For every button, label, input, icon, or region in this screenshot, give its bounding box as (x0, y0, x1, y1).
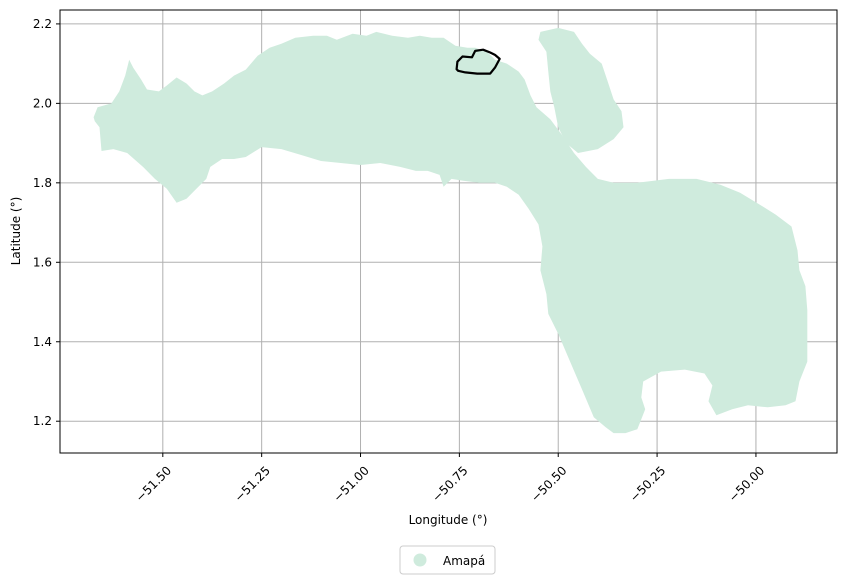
amapa-mainland-shape (93, 31, 808, 434)
y-tick-label-2: 1.6 (33, 255, 52, 269)
legend-swatch (413, 553, 427, 567)
y-tick-label-4: 2.0 (33, 96, 52, 110)
y-tick-label-0: 1.2 (33, 414, 52, 428)
y-axis-ticks: 1.2 1.4 1.6 1.8 2.0 2.2 (33, 17, 60, 428)
amapa-island-shape (538, 27, 624, 153)
highlighted-area-outline (455, 48, 501, 75)
y-tick-label-1: 1.4 (33, 335, 52, 349)
y-tick-label-5: 2.2 (33, 17, 52, 31)
x-axis-label: Longitude (°) (409, 513, 488, 527)
legend-label: Amapá (443, 554, 485, 568)
y-tick-label-3: 1.8 (33, 176, 52, 190)
amapa-region (93, 27, 808, 434)
y-axis-label: Latitude (°) (9, 197, 23, 266)
legend-box (399, 545, 496, 575)
plot-frame (59, 9, 838, 454)
legend: Amapá (399, 545, 496, 575)
